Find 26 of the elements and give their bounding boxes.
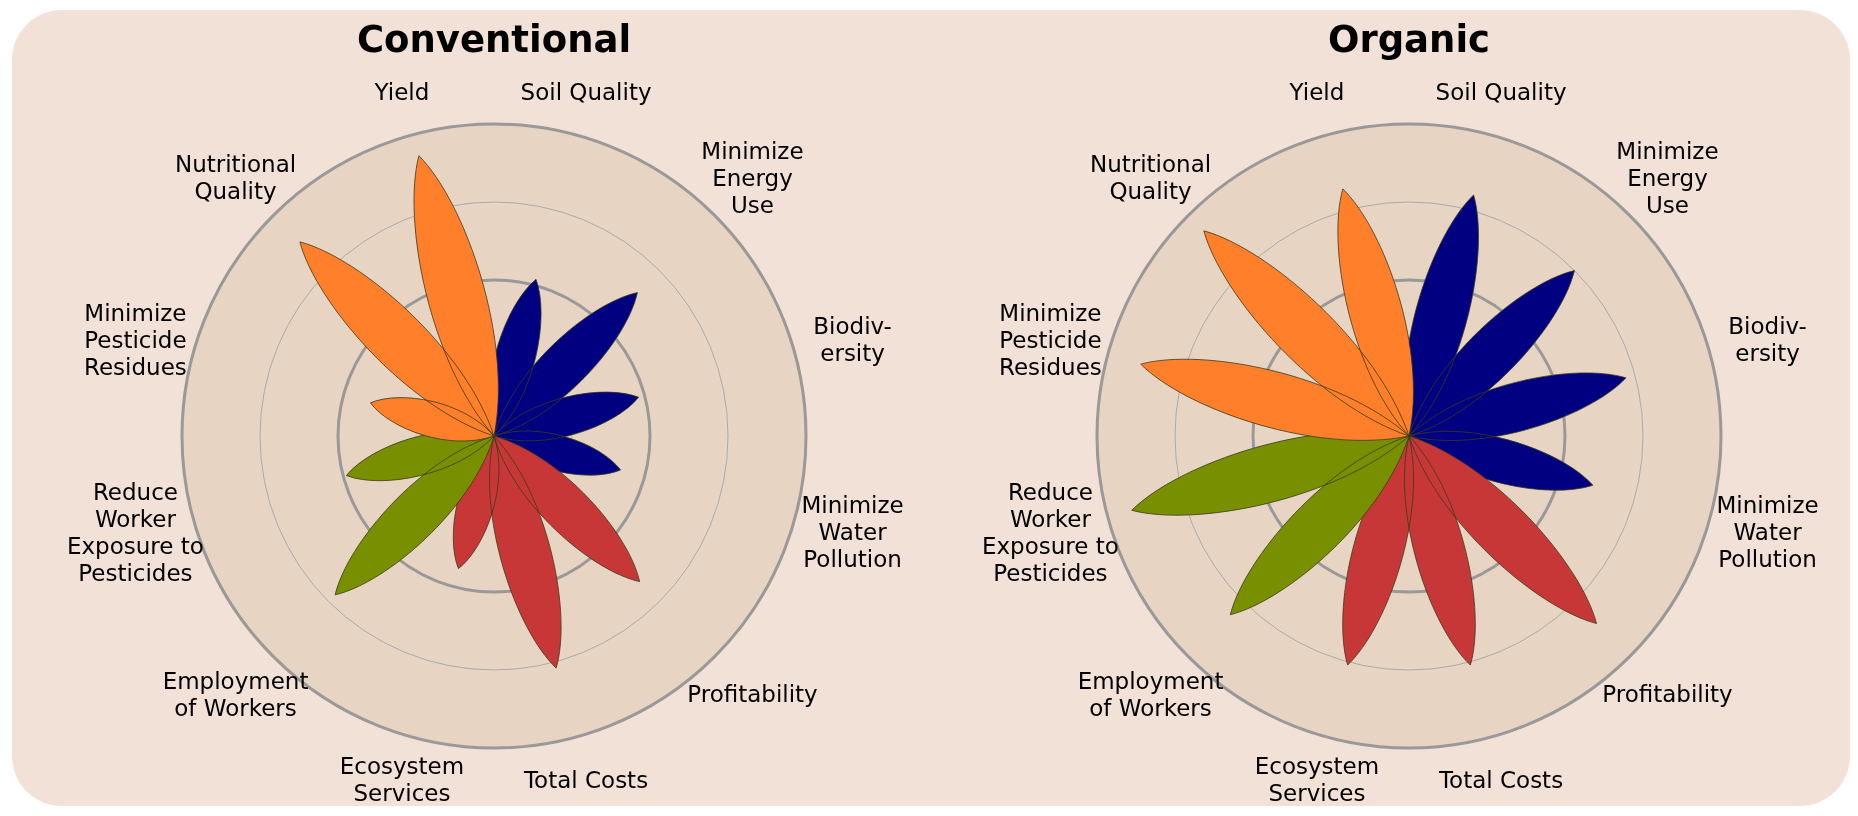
spoke-label: Nutritional Quality (174, 151, 297, 205)
spoke-label: Employment of Workers (1077, 667, 1224, 721)
spoke-label: Minimize Water Pollution (1716, 492, 1819, 573)
spoke-label: Ecosystem Services (339, 753, 465, 807)
spoke-label: Yield (1288, 79, 1345, 106)
spoke-label: Minimize Pesticide Residues (999, 299, 1102, 380)
spoke-label: Soil Quality (520, 79, 652, 106)
chart-title: Conventional (356, 18, 632, 61)
spoke-label: Minimize Energy Use (1616, 137, 1719, 218)
spoke-label: Employment of Workers (162, 667, 309, 721)
spoke-label: Total Costs (1437, 766, 1564, 793)
spoke-label: Yield (373, 79, 430, 106)
spoke-label: Profitability (1602, 681, 1733, 708)
chart-title: Organic (1327, 18, 1491, 61)
spoke-label: Total Costs (522, 766, 649, 793)
spoke-label: Ecosystem Services (1254, 753, 1380, 807)
spoke-label: Profitability (687, 681, 818, 708)
spoke-label: Biodiv- ersity (1728, 313, 1807, 367)
spoke-label: Reduce Worker Exposure to Pesticides (981, 478, 1119, 586)
spoke-label: Minimize Water Pollution (801, 492, 904, 573)
spoke-label: Minimize Pesticide Residues (84, 299, 187, 380)
spoke-label: Minimize Energy Use (701, 137, 804, 218)
spoke-label: Reduce Worker Exposure to Pesticides (66, 478, 204, 586)
spoke-label: Nutritional Quality (1089, 151, 1212, 205)
spoke-label: Biodiv- ersity (813, 313, 892, 367)
spoke-label: Soil Quality (1435, 79, 1567, 106)
